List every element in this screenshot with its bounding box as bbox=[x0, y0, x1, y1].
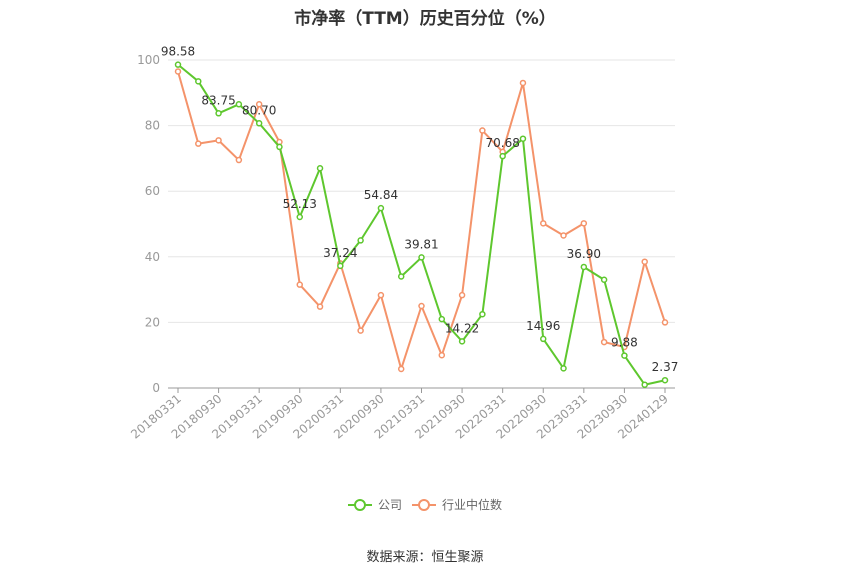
data-point bbox=[195, 78, 202, 85]
series-layer bbox=[174, 61, 669, 388]
data-point bbox=[600, 338, 608, 346]
data-point bbox=[641, 258, 648, 265]
data-point bbox=[357, 237, 364, 244]
data-point bbox=[296, 213, 303, 221]
legend-label: 行业中位数 bbox=[442, 497, 502, 512]
data-point bbox=[255, 101, 263, 108]
label-layer: 98.58 83.75 80.70 52.13 37.24 54.84 39.81 14.22… bbox=[161, 45, 679, 375]
data-point bbox=[438, 315, 446, 323]
y-tick-label: 20 bbox=[145, 315, 160, 329]
data-point bbox=[397, 273, 405, 280]
data-point bbox=[195, 140, 202, 147]
y-tick-label: 100 bbox=[137, 53, 160, 67]
data-point bbox=[661, 319, 669, 326]
data-point bbox=[519, 79, 527, 87]
grid-layer bbox=[168, 59, 675, 323]
data-point bbox=[377, 291, 385, 299]
data-label: 98.58 bbox=[161, 45, 195, 59]
data-point bbox=[479, 310, 486, 318]
data-point bbox=[377, 204, 385, 212]
data-label: 2.37 bbox=[652, 360, 679, 374]
data-label: 14.96 bbox=[526, 319, 560, 333]
data-label: 37.24 bbox=[323, 246, 357, 260]
data-point bbox=[235, 101, 243, 108]
data-label: 70.68 bbox=[485, 136, 519, 150]
data-label: 83.75 bbox=[201, 93, 235, 107]
data-point bbox=[397, 365, 405, 373]
source-note: 数据来源：恒生聚源 bbox=[366, 550, 484, 565]
data-point bbox=[560, 232, 567, 239]
data-label: 36.90 bbox=[567, 247, 601, 261]
data-point bbox=[580, 220, 588, 227]
data-point bbox=[499, 152, 506, 160]
y-tick-label: 40 bbox=[145, 250, 160, 264]
data-label: 80.70 bbox=[242, 103, 276, 117]
data-point bbox=[540, 220, 547, 227]
data-label: 9.88 bbox=[611, 336, 638, 350]
data-point bbox=[540, 335, 547, 343]
data-point bbox=[215, 110, 222, 117]
data-point bbox=[255, 120, 263, 127]
legend-company[interactable]: 公司 bbox=[348, 498, 402, 512]
data-point bbox=[418, 254, 425, 261]
y-tick-label: 60 bbox=[145, 184, 160, 198]
data-label: 14.22 bbox=[445, 321, 479, 335]
data-point bbox=[580, 263, 588, 271]
data-label: 54.84 bbox=[364, 188, 398, 202]
data-point bbox=[600, 276, 608, 284]
data-point bbox=[215, 137, 222, 144]
data-point bbox=[276, 143, 283, 151]
data-point bbox=[458, 338, 466, 345]
data-point bbox=[316, 303, 324, 310]
data-point bbox=[296, 281, 303, 288]
data-point bbox=[661, 376, 669, 384]
data-point bbox=[519, 135, 527, 142]
data-point bbox=[174, 61, 182, 68]
chart-title: 市净率（TTM）历史百分位（%） bbox=[294, 9, 556, 29]
legend[interactable]: 公司 行业中位数 bbox=[348, 497, 502, 512]
legend-swatch-marker bbox=[418, 499, 430, 511]
data-point bbox=[235, 156, 243, 164]
y-tick-label: 0 bbox=[152, 381, 160, 395]
data-label: 39.81 bbox=[404, 237, 438, 251]
data-point bbox=[621, 352, 628, 359]
data-point bbox=[560, 365, 567, 372]
data-point bbox=[438, 351, 446, 359]
legend-swatch-marker bbox=[354, 499, 366, 511]
data-point bbox=[641, 381, 648, 388]
data-point bbox=[337, 262, 344, 270]
data-point bbox=[316, 164, 324, 172]
data-point bbox=[458, 291, 466, 299]
data-point bbox=[357, 327, 364, 334]
data-point bbox=[479, 127, 486, 134]
data-point bbox=[418, 302, 425, 310]
legend-industry-median[interactable]: 行业中位数 bbox=[412, 497, 502, 512]
legend-label: 公司 bbox=[378, 498, 402, 512]
data-label: 52.13 bbox=[283, 197, 317, 211]
data-point bbox=[174, 68, 182, 75]
y-tick-label: 80 bbox=[145, 119, 160, 133]
